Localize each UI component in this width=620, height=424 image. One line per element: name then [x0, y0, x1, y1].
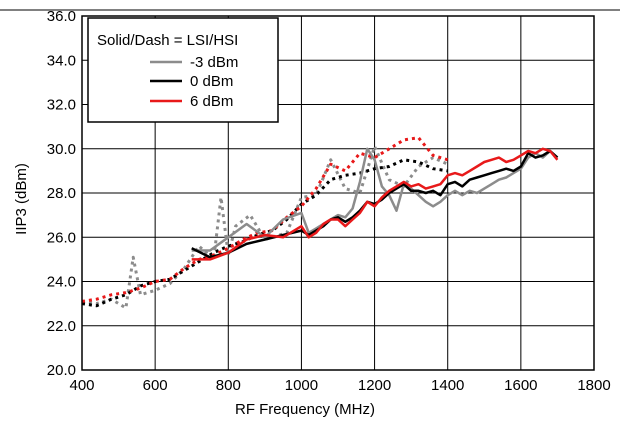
lsi-solid-series: [191, 147, 559, 261]
x-tick-label: 600: [143, 377, 168, 394]
plot-frame: [81, 15, 595, 371]
legend-box: [87, 17, 279, 123]
x-tick-label: 1800: [577, 377, 610, 394]
y-tick-label: 26.0: [47, 229, 76, 246]
x-tick-label: 1400: [431, 377, 464, 394]
x-tick-label: 400: [69, 377, 94, 394]
series-line-6-dbm-hsi: [81, 136, 449, 303]
series-line-0-dbm-hsi: [81, 158, 448, 308]
y-tick-label: 30.0: [47, 141, 76, 158]
y-tick-label: 28.0: [47, 185, 76, 202]
legend-label-minus3dbm: -3 dBm: [190, 54, 238, 71]
y-tick-label: 22.0: [47, 318, 76, 335]
x-tick-label: 1200: [358, 377, 391, 394]
series-line-minus3-dbm-hsi: [81, 145, 449, 310]
y-tick-label: 24.0: [47, 274, 76, 291]
y-tick-label: 36.0: [47, 8, 76, 25]
hsi-dashed-series: [81, 136, 449, 310]
tick-labels: 400 600 800 1000 1200 1400 1600 1800 20.0 22.0 24.…: [47, 8, 611, 394]
y-tick-label: 34.0: [47, 52, 76, 69]
legend-label-6dbm: 6 dBm: [190, 93, 233, 110]
y-axis-label: IIP3 (dBm): [13, 163, 30, 235]
legend-title: Solid/Dash = LSI/HSI: [97, 32, 238, 49]
x-tick-label: 1000: [285, 377, 318, 394]
legend-label-0dbm: 0 dBm: [190, 73, 233, 90]
y-tick-label: 20.0: [47, 362, 76, 379]
y-tick-label: 32.0: [47, 97, 76, 114]
x-axis-label: RF Frequency (MHz): [235, 401, 375, 418]
x-tick-label: 1600: [504, 377, 537, 394]
x-tick-label: 800: [216, 377, 241, 394]
legend: Solid/Dash = LSI/HSI -3 dBm 0 dBm 6 dBm: [87, 17, 279, 123]
series-line-6-dbm-lsi: [191, 147, 559, 261]
